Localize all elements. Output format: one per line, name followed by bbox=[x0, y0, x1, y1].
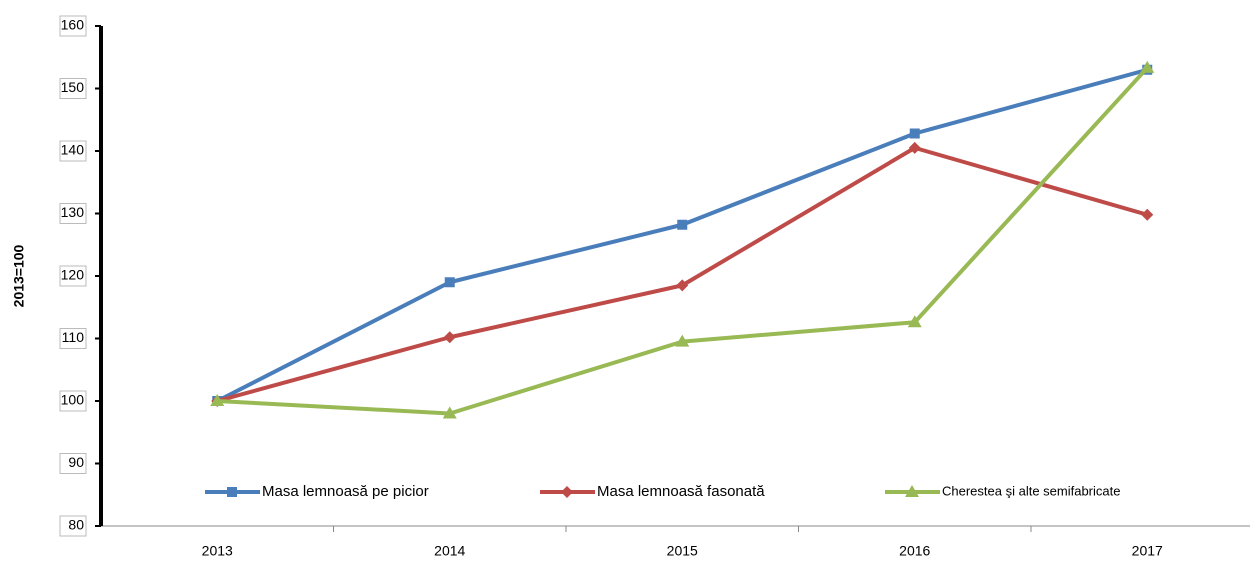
y-tick-box bbox=[59, 390, 87, 412]
marker bbox=[907, 315, 922, 328]
y-tick-label: 110 bbox=[62, 329, 85, 345]
marker bbox=[909, 128, 920, 139]
x-tick-label: 2017 bbox=[1132, 543, 1163, 559]
x-tick-label: 2013 bbox=[202, 543, 233, 559]
x-tick-label: 2015 bbox=[667, 543, 698, 559]
marker bbox=[561, 486, 573, 498]
y-tick-label: 120 bbox=[61, 267, 85, 283]
y-tick-label: 100 bbox=[61, 392, 85, 408]
marker bbox=[227, 487, 237, 497]
y-tick-label: 160 bbox=[61, 17, 85, 33]
marker bbox=[677, 219, 688, 230]
marker bbox=[444, 277, 455, 288]
y-tick-box bbox=[59, 265, 87, 287]
y-tick-label: 140 bbox=[61, 142, 85, 158]
marker bbox=[443, 331, 456, 344]
marker bbox=[908, 141, 921, 154]
marker bbox=[905, 485, 919, 497]
y-tick-box bbox=[59, 203, 87, 224]
y-axis-label: 2013=100 bbox=[11, 244, 27, 307]
marker bbox=[442, 406, 457, 419]
y-tick-label: 80 bbox=[68, 517, 84, 533]
marker bbox=[210, 394, 225, 406]
marker bbox=[676, 279, 689, 292]
y-tick-box bbox=[59, 453, 87, 474]
series-line bbox=[216, 67, 1148, 403]
marker bbox=[1141, 208, 1154, 221]
y-tick-box bbox=[59, 515, 87, 537]
series-line bbox=[216, 145, 1148, 403]
marker bbox=[675, 334, 690, 347]
x-tick-label: 2016 bbox=[899, 543, 930, 559]
y-tick-box bbox=[59, 140, 87, 162]
y-tick-box bbox=[59, 328, 87, 349]
legend-label: Masa lemnoasă pe picior bbox=[262, 483, 429, 500]
y-tick-label: 130 bbox=[61, 204, 85, 220]
y-tick-box bbox=[59, 78, 87, 99]
legend-label: Masa lemnoasă fasonată bbox=[597, 483, 765, 500]
y-tick-label: 90 bbox=[68, 454, 84, 470]
x-tick-label: 2014 bbox=[434, 543, 465, 559]
y-tick-box bbox=[59, 15, 87, 37]
marker bbox=[1140, 60, 1155, 73]
legend-label: Cherestea şi alte semifabricate bbox=[942, 483, 1120, 498]
y-tick-label: 150 bbox=[61, 79, 85, 95]
